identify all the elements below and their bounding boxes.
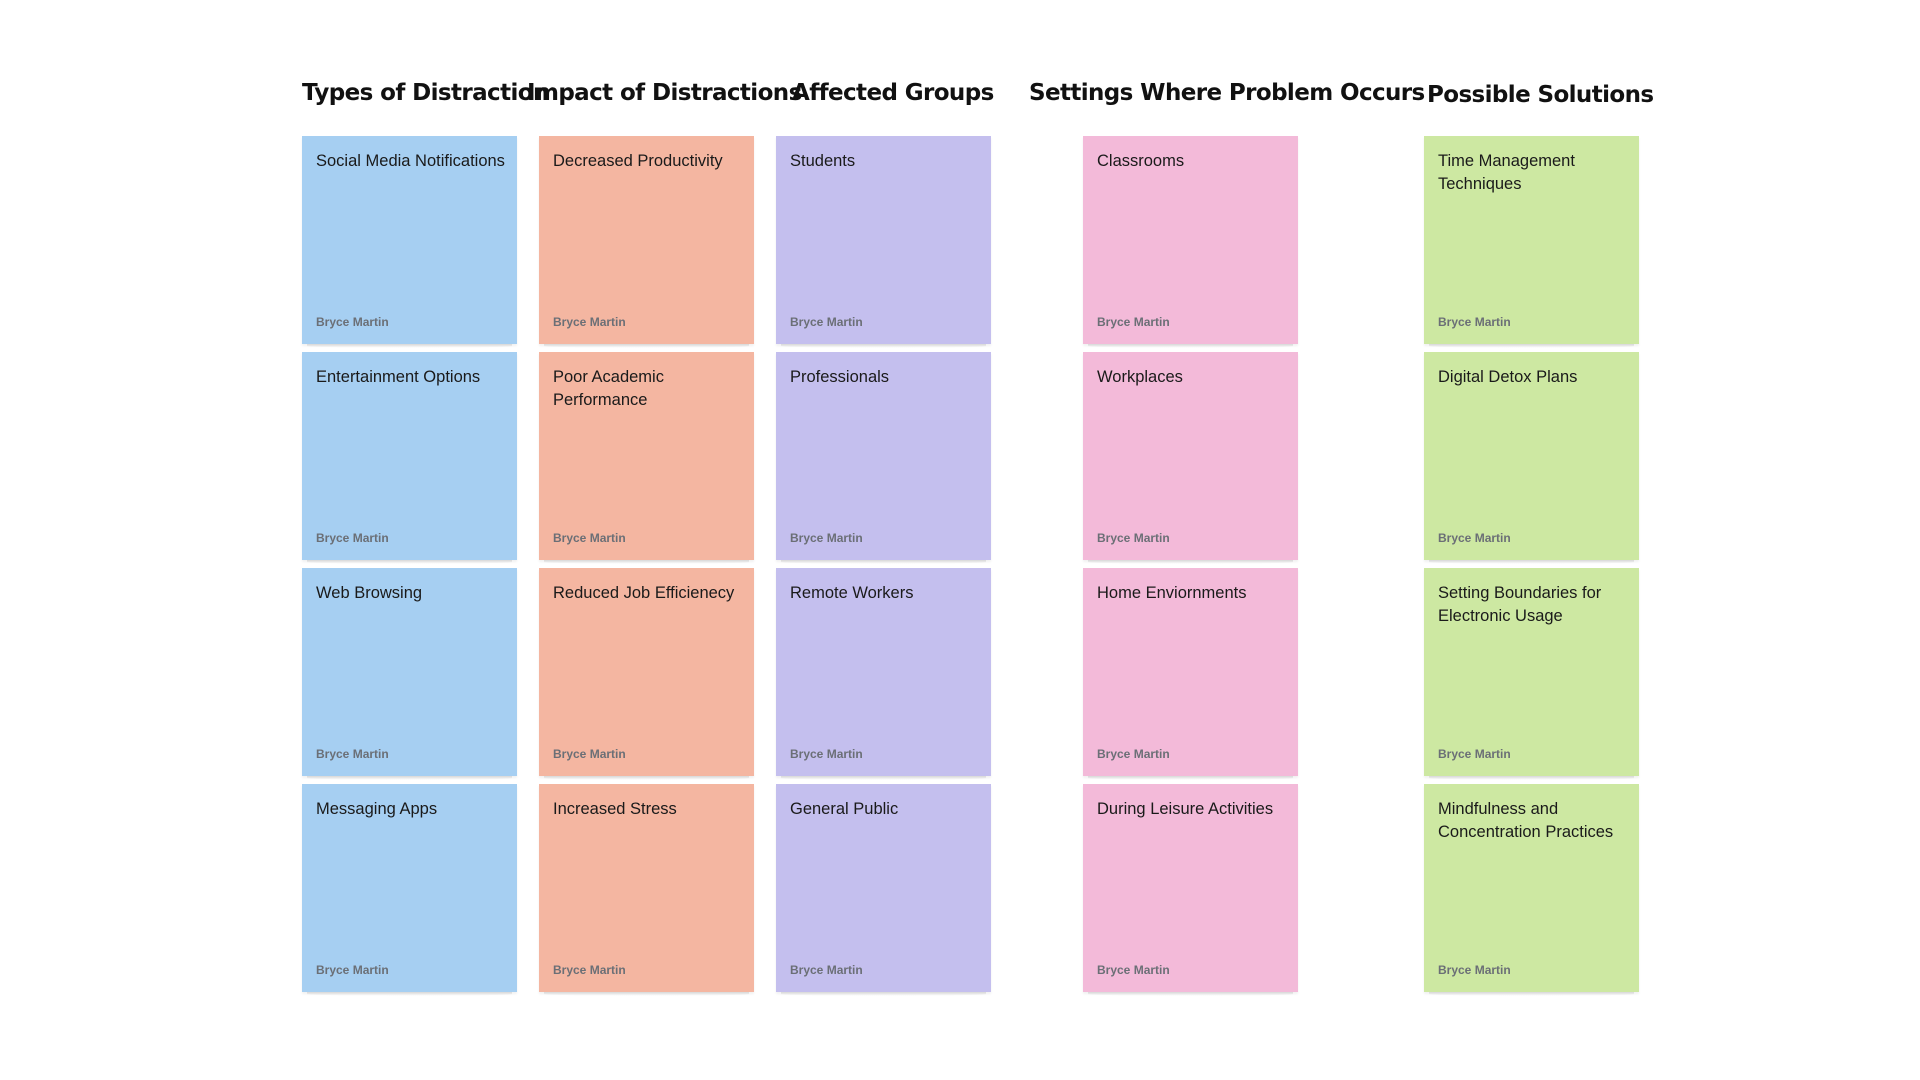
column-settings-where-problem-occurs: Classrooms Bryce Martin Workplaces Bryce M… bbox=[1083, 136, 1298, 1000]
sticky-note-author: Bryce Martin bbox=[553, 531, 626, 545]
sticky-note[interactable]: Decreased Productivity Bryce Martin bbox=[539, 136, 754, 348]
sticky-note[interactable]: Home Enviornments Bryce Martin bbox=[1083, 568, 1298, 780]
sticky-note[interactable]: Digital Detox Plans Bryce Martin bbox=[1424, 352, 1639, 564]
sticky-note[interactable]: During Leisure Activities Bryce Martin bbox=[1083, 784, 1298, 996]
column-heading-types-of-distraction[interactable]: Types of Distraction bbox=[302, 80, 549, 106]
sticky-note-author: Bryce Martin bbox=[1438, 315, 1511, 329]
sticky-note-author: Bryce Martin bbox=[790, 747, 863, 761]
sticky-note-author: Bryce Martin bbox=[316, 531, 389, 545]
sticky-note-text: During Leisure Activities bbox=[1097, 800, 1274, 818]
sticky-note[interactable]: Mindfulness and Concentration Practices B… bbox=[1424, 784, 1639, 996]
column-heading-possible-solutions[interactable]: Possible Solutions bbox=[1427, 82, 1654, 108]
sticky-note-author: Bryce Martin bbox=[1438, 963, 1511, 977]
sticky-note-text: Web Browsing bbox=[316, 584, 423, 602]
sticky-note[interactable]: Time Management Techniques Bryce Martin bbox=[1424, 136, 1639, 348]
sticky-note-text: Classrooms bbox=[1097, 152, 1185, 170]
column-heading-settings[interactable]: Settings Where Problem Occurs bbox=[1029, 80, 1425, 106]
sticky-note-author: Bryce Martin bbox=[316, 315, 389, 329]
sticky-note-author: Bryce Martin bbox=[1097, 963, 1170, 977]
column-possible-solutions: Time Management Techniques Bryce Martin D… bbox=[1424, 136, 1639, 1000]
sticky-note-author: Bryce Martin bbox=[1097, 531, 1170, 545]
sticky-note-text: Digital Detox Plans bbox=[1438, 368, 1578, 386]
column-affected-groups: Students Bryce Martin Professionals Bryce … bbox=[776, 136, 991, 1000]
sticky-note-text: General Public bbox=[790, 800, 899, 818]
sticky-note[interactable]: Messaging Apps Bryce Martin bbox=[302, 784, 517, 996]
sticky-note-text: Mindfulness and Concentration Practices bbox=[1438, 800, 1614, 841]
sticky-note-text: Social Media Notifications bbox=[316, 152, 505, 170]
sticky-note-author: Bryce Martin bbox=[790, 963, 863, 977]
column-impact-of-distractions: Decreased Productivity Bryce Martin Poor … bbox=[539, 136, 754, 1000]
sticky-note[interactable]: Reduced Job Efficienecy Bryce Martin bbox=[539, 568, 754, 780]
sticky-note-text: Students bbox=[790, 152, 856, 170]
sticky-note-text: Decreased Productivity bbox=[553, 152, 723, 170]
sticky-note-text: Entertainment Options bbox=[316, 368, 481, 386]
sticky-note-text: Remote Workers bbox=[790, 584, 914, 602]
sticky-note-text: Reduced Job Efficienecy bbox=[553, 584, 735, 602]
sticky-note[interactable]: Remote Workers Bryce Martin bbox=[776, 568, 991, 780]
column-heading-impact-of-distractions[interactable]: Impact of Distractions bbox=[527, 80, 802, 106]
sticky-note-author: Bryce Martin bbox=[790, 315, 863, 329]
sticky-note-text: Messaging Apps bbox=[316, 800, 438, 818]
sticky-note[interactable]: Students Bryce Martin bbox=[776, 136, 991, 348]
sticky-note[interactable]: Professionals Bryce Martin bbox=[776, 352, 991, 564]
sticky-note-text: Increased Stress bbox=[553, 800, 677, 818]
sticky-note-text: Setting Boundaries for Electronic Usage bbox=[1438, 584, 1602, 625]
sticky-note[interactable]: Workplaces Bryce Martin bbox=[1083, 352, 1298, 564]
sticky-note-author: Bryce Martin bbox=[316, 963, 389, 977]
column-heading-affected-groups[interactable]: Affected Groups bbox=[792, 80, 994, 106]
sticky-note[interactable]: General Public Bryce Martin bbox=[776, 784, 991, 996]
column-types-of-distraction: Social Media Notifications Bryce Martin E… bbox=[302, 136, 517, 1000]
sticky-note[interactable]: Increased Stress Bryce Martin bbox=[539, 784, 754, 996]
sticky-note[interactable]: Classrooms Bryce Martin bbox=[1083, 136, 1298, 348]
sticky-note-author: Bryce Martin bbox=[553, 747, 626, 761]
sticky-note-text: Poor Academic Performance bbox=[553, 368, 664, 409]
sticky-note[interactable]: Web Browsing Bryce Martin bbox=[302, 568, 517, 780]
sticky-note[interactable]: Entertainment Options Bryce Martin bbox=[302, 352, 517, 564]
sticky-note-author: Bryce Martin bbox=[1097, 315, 1170, 329]
sticky-note-text: Home Enviornments bbox=[1097, 584, 1247, 602]
sticky-note-text: Workplaces bbox=[1097, 368, 1183, 386]
sticky-note-author: Bryce Martin bbox=[316, 747, 389, 761]
sticky-note[interactable]: Social Media Notifications Bryce Martin bbox=[302, 136, 517, 348]
sticky-note-text: Time Management Techniques bbox=[1438, 152, 1575, 193]
sticky-note-author: Bryce Martin bbox=[553, 315, 626, 329]
sticky-note-author: Bryce Martin bbox=[790, 531, 863, 545]
sticky-note[interactable]: Poor Academic Performance Bryce Martin bbox=[539, 352, 754, 564]
sticky-note-author: Bryce Martin bbox=[1438, 747, 1511, 761]
sticky-note-text: Professionals bbox=[790, 368, 890, 386]
sticky-note-author: Bryce Martin bbox=[1438, 531, 1511, 545]
sticky-note-author: Bryce Martin bbox=[1097, 747, 1170, 761]
sticky-note-author: Bryce Martin bbox=[553, 963, 626, 977]
sticky-note[interactable]: Setting Boundaries for Electronic Usage B… bbox=[1424, 568, 1639, 780]
